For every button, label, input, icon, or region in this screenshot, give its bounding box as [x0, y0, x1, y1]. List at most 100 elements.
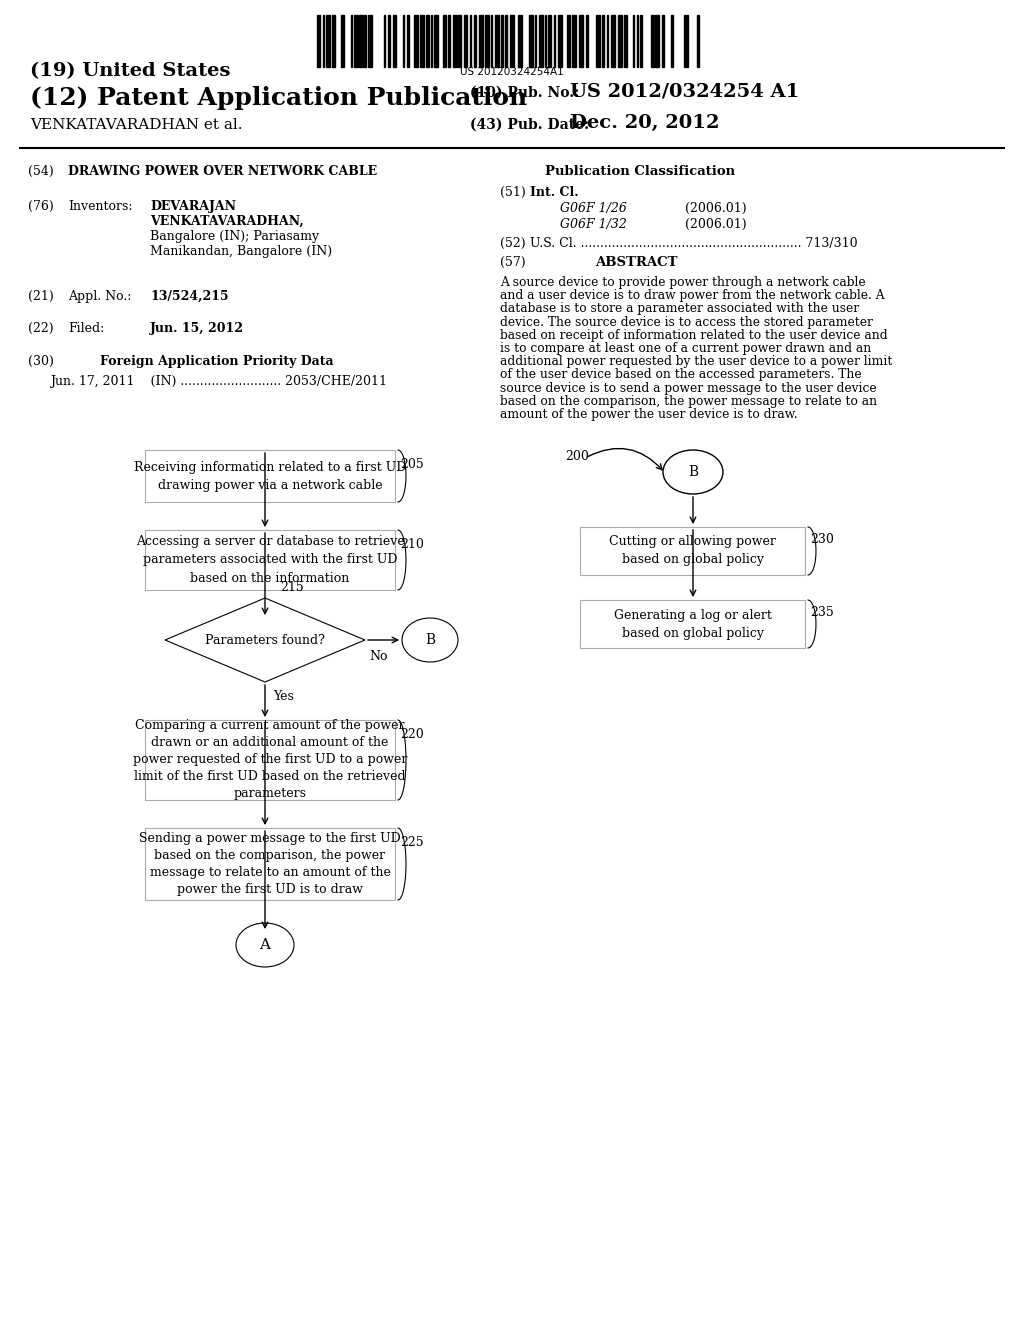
Text: 200: 200 — [565, 450, 589, 463]
Bar — [567, 15, 570, 67]
Text: Foreign Application Priority Data: Foreign Application Priority Data — [100, 355, 334, 368]
Text: (54): (54) — [28, 165, 53, 178]
Text: B: B — [688, 465, 698, 479]
Bar — [518, 15, 522, 67]
Bar — [510, 15, 514, 67]
Text: Cutting or allowing power
based on global policy: Cutting or allowing power based on globa… — [609, 536, 776, 566]
Text: (12) Patent Application Publication: (12) Patent Application Publication — [30, 86, 527, 110]
Text: Publication Classification: Publication Classification — [545, 165, 735, 178]
Bar — [359, 15, 362, 67]
Text: Generating a log or alert
based on global policy: Generating a log or alert based on globa… — [613, 609, 771, 639]
Bar — [501, 15, 503, 67]
Text: DEVARAJAN: DEVARAJAN — [150, 201, 236, 213]
Text: Appl. No.:: Appl. No.: — [68, 290, 131, 304]
Bar — [393, 15, 396, 67]
Bar — [317, 15, 319, 67]
Text: VENKATAVARADHAN et al.: VENKATAVARADHAN et al. — [30, 117, 243, 132]
Bar — [453, 15, 457, 67]
Bar — [341, 15, 344, 67]
Bar — [434, 15, 438, 67]
Text: 205: 205 — [400, 458, 424, 471]
Text: Dec. 20, 2012: Dec. 20, 2012 — [570, 114, 720, 132]
Text: Jun. 15, 2012: Jun. 15, 2012 — [150, 322, 244, 335]
Text: (21): (21) — [28, 290, 53, 304]
Bar — [602, 15, 604, 67]
Text: Accessing a server or database to retrieve
parameters associated with the first : Accessing a server or database to retrie… — [135, 536, 404, 585]
Bar — [449, 15, 450, 67]
Text: A source device to provide power through a network cable: A source device to provide power through… — [500, 276, 865, 289]
Bar — [458, 15, 461, 67]
Text: and a user device is to draw power from the network cable. A: and a user device is to draw power from … — [500, 289, 885, 302]
Text: VENKATAVARADHAN,: VENKATAVARADHAN, — [150, 215, 304, 228]
Text: (2006.01): (2006.01) — [685, 218, 746, 231]
Bar — [586, 15, 588, 67]
Text: G06F 1/32: G06F 1/32 — [560, 218, 627, 231]
Bar — [539, 15, 543, 67]
Text: 210: 210 — [400, 539, 424, 550]
Text: A: A — [259, 939, 270, 952]
Text: Jun. 17, 2011    (IN) .......................... 2053/CHE/2011: Jun. 17, 2011 (IN) .....................… — [50, 375, 387, 388]
Bar — [662, 15, 664, 67]
Text: database is to store a parameter associated with the user: database is to store a parameter associa… — [500, 302, 859, 315]
Bar — [505, 15, 507, 67]
Bar — [464, 15, 467, 67]
Text: 225: 225 — [400, 836, 424, 849]
Text: No: No — [369, 649, 387, 663]
Text: device. The source device is to access the stored parameter: device. The source device is to access t… — [500, 315, 872, 329]
Text: US 20120324254A1: US 20120324254A1 — [460, 67, 564, 77]
Bar — [640, 15, 642, 67]
Bar — [611, 15, 615, 67]
Text: (2006.01): (2006.01) — [685, 202, 746, 215]
Bar — [332, 15, 335, 67]
Bar — [443, 15, 446, 67]
Text: Bangalore (IN); Pariasamy: Bangalore (IN); Pariasamy — [150, 230, 319, 243]
Text: DRAWING POWER OVER NETWORK CABLE: DRAWING POWER OVER NETWORK CABLE — [68, 165, 377, 178]
Text: (57): (57) — [500, 256, 525, 269]
Text: (22): (22) — [28, 322, 53, 335]
Bar — [572, 15, 575, 67]
Bar — [354, 15, 358, 67]
Text: (43) Pub. Date:: (43) Pub. Date: — [470, 117, 589, 132]
Bar — [579, 15, 583, 67]
Bar — [420, 15, 424, 67]
Text: Parameters found?: Parameters found? — [205, 634, 325, 647]
Text: (10) Pub. No.:: (10) Pub. No.: — [470, 86, 580, 100]
Text: Filed:: Filed: — [68, 322, 104, 335]
Text: Int. Cl.: Int. Cl. — [530, 186, 579, 199]
Text: 13/524,215: 13/524,215 — [150, 290, 228, 304]
Text: (52): (52) — [500, 238, 525, 249]
Bar — [326, 15, 330, 67]
Text: based on the comparison, the power message to relate to an: based on the comparison, the power messa… — [500, 395, 878, 408]
Bar — [697, 15, 699, 67]
Bar — [414, 15, 418, 67]
Text: (19) United States: (19) United States — [30, 62, 230, 81]
Text: U.S. Cl. ......................................................... 713/310: U.S. Cl. ...............................… — [530, 238, 858, 249]
Text: 235: 235 — [810, 606, 834, 619]
Bar — [495, 15, 499, 67]
Bar — [548, 15, 551, 67]
Text: (51): (51) — [500, 186, 525, 199]
Text: Sending a power message to the first UD
based on the comparison, the power
messa: Sending a power message to the first UD … — [139, 832, 400, 896]
Text: G06F 1/26: G06F 1/26 — [560, 202, 627, 215]
Bar — [388, 15, 390, 67]
Bar — [596, 15, 600, 67]
Bar — [368, 15, 372, 67]
Text: of the user device based on the accessed parameters. The: of the user device based on the accessed… — [500, 368, 861, 381]
Text: 215: 215 — [280, 581, 304, 594]
Text: Manikandan, Bangalore (IN): Manikandan, Bangalore (IN) — [150, 246, 332, 257]
Bar — [479, 15, 483, 67]
Text: ABSTRACT: ABSTRACT — [595, 256, 678, 269]
Text: amount of the power the user device is to draw.: amount of the power the user device is t… — [500, 408, 798, 421]
Bar — [407, 15, 409, 67]
Text: Yes: Yes — [273, 690, 294, 704]
Text: is to compare at least one of a current power drawn and an: is to compare at least one of a current … — [500, 342, 871, 355]
Text: B: B — [425, 634, 435, 647]
Text: based on receipt of information related to the user device and: based on receipt of information related … — [500, 329, 888, 342]
Text: US 2012/0324254 A1: US 2012/0324254 A1 — [570, 82, 800, 100]
Bar — [558, 15, 562, 67]
Text: (76): (76) — [28, 201, 53, 213]
Text: Inventors:: Inventors: — [68, 201, 132, 213]
Text: 230: 230 — [810, 533, 834, 546]
Text: (30): (30) — [28, 355, 54, 368]
Bar — [529, 15, 534, 67]
